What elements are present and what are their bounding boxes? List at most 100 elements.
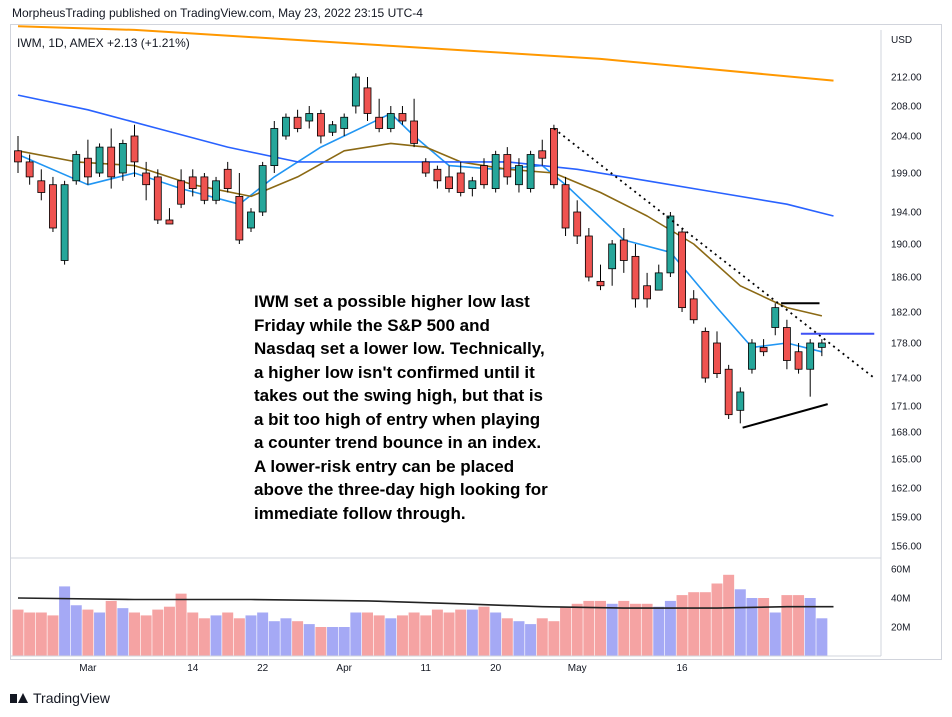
publisher-line: MorpheusTrading published on TradingView… bbox=[12, 6, 423, 20]
volume-bar bbox=[478, 606, 490, 656]
candle-down bbox=[49, 184, 57, 229]
candle-up bbox=[328, 124, 337, 133]
candle-down bbox=[421, 161, 430, 174]
volume-bar bbox=[490, 612, 502, 656]
volume-bar bbox=[280, 618, 292, 656]
volume-bar bbox=[525, 624, 537, 656]
candle-up bbox=[515, 165, 523, 186]
candle-down bbox=[724, 368, 733, 416]
candle-down bbox=[643, 285, 651, 300]
symbol-info: IWM, 1D, AMEX +2.13 (+1.21%) bbox=[17, 36, 190, 50]
candle-down bbox=[456, 172, 465, 193]
volume-bar bbox=[734, 589, 746, 656]
candles-layer bbox=[14, 73, 826, 424]
time-tick-label: 16 bbox=[676, 663, 688, 674]
volume-bar bbox=[47, 615, 59, 656]
price-tick-label: 174.00 bbox=[891, 374, 922, 385]
price-tick-label: 178.00 bbox=[891, 339, 922, 350]
candle-down bbox=[619, 239, 628, 261]
candle-down bbox=[14, 150, 22, 163]
candle-up bbox=[748, 342, 756, 370]
candle-up bbox=[468, 180, 477, 190]
volume-bar bbox=[12, 609, 24, 656]
volume-bar bbox=[676, 595, 688, 656]
candle-down bbox=[410, 120, 419, 144]
candle-down bbox=[550, 128, 558, 186]
volume-average-line bbox=[17, 597, 834, 609]
volume-bar bbox=[129, 612, 140, 656]
candle-down bbox=[631, 255, 640, 300]
volume-bar bbox=[699, 592, 711, 656]
volume-bar bbox=[152, 609, 164, 656]
price-tick-label: 190.00 bbox=[891, 240, 922, 251]
volume-bar bbox=[82, 609, 94, 656]
volume-bar bbox=[338, 627, 350, 656]
candle-up bbox=[736, 391, 745, 411]
price-tick-label: 156.00 bbox=[891, 542, 922, 553]
candle-down bbox=[293, 116, 302, 129]
candle-up bbox=[258, 165, 267, 213]
volume-bar bbox=[711, 583, 723, 656]
candle-down bbox=[316, 113, 325, 137]
candle-up bbox=[654, 272, 663, 291]
footer: TradingView bbox=[10, 690, 110, 706]
price-tick-label: 162.00 bbox=[891, 484, 922, 495]
price-tick-label: 171.00 bbox=[891, 402, 922, 413]
volume-bar bbox=[641, 603, 653, 656]
candle-up bbox=[771, 307, 780, 328]
candle-down bbox=[561, 184, 570, 229]
volume-bar bbox=[245, 615, 257, 656]
volume-bar bbox=[758, 598, 770, 656]
candle-down bbox=[783, 327, 791, 361]
volume-bar bbox=[723, 574, 735, 656]
candle-down bbox=[689, 298, 698, 321]
time-tick-label: 14 bbox=[187, 663, 199, 674]
volume-bar bbox=[629, 603, 641, 656]
trend-line bbox=[742, 403, 828, 429]
price-tick-label: 212.00 bbox=[891, 73, 922, 84]
volume-bar bbox=[187, 612, 199, 656]
candle-down bbox=[200, 176, 209, 201]
volume-bar bbox=[117, 608, 129, 656]
candle-down bbox=[107, 146, 116, 178]
brand-name[interactable]: TradingView bbox=[33, 690, 111, 706]
volume-bar bbox=[163, 606, 175, 656]
candle-up bbox=[118, 142, 127, 174]
candle-up bbox=[270, 128, 279, 166]
candle-up bbox=[806, 342, 815, 370]
candle-up bbox=[817, 342, 826, 348]
candle-down bbox=[678, 231, 686, 309]
candle-down bbox=[480, 165, 488, 186]
moving-average-line bbox=[17, 112, 823, 353]
candle-up bbox=[60, 184, 69, 261]
volume-bar bbox=[373, 615, 385, 656]
volume-bar bbox=[140, 615, 152, 656]
moving-average-line bbox=[17, 25, 834, 82]
candle-down bbox=[584, 235, 593, 278]
candle-up bbox=[282, 116, 290, 137]
indicator-layer bbox=[17, 25, 834, 353]
moving-average-line bbox=[17, 94, 834, 217]
volume-bar bbox=[24, 612, 36, 656]
candle-up bbox=[247, 211, 255, 229]
volume-bar bbox=[455, 609, 467, 656]
candle-up bbox=[72, 154, 81, 182]
volume-bar bbox=[175, 593, 187, 656]
tradingview-logo-icon bbox=[10, 692, 28, 704]
volume-bar bbox=[210, 615, 222, 656]
volume-bar bbox=[501, 618, 513, 656]
symbol-label[interactable]: IWM, 1D, AMEX bbox=[17, 36, 104, 50]
price-tick-label: 182.00 bbox=[891, 308, 922, 319]
volume-bar bbox=[431, 609, 443, 656]
volume-bar bbox=[804, 598, 816, 656]
volume-tick-label: 20M bbox=[891, 623, 910, 634]
volume-bar bbox=[315, 627, 327, 656]
candle-down bbox=[433, 168, 442, 182]
candle-down bbox=[25, 161, 34, 178]
volume-bar bbox=[268, 621, 280, 656]
candle-down bbox=[188, 176, 197, 189]
price-tick-label: 186.00 bbox=[891, 273, 922, 284]
volume-bar bbox=[198, 618, 210, 656]
candle-down bbox=[142, 172, 151, 186]
